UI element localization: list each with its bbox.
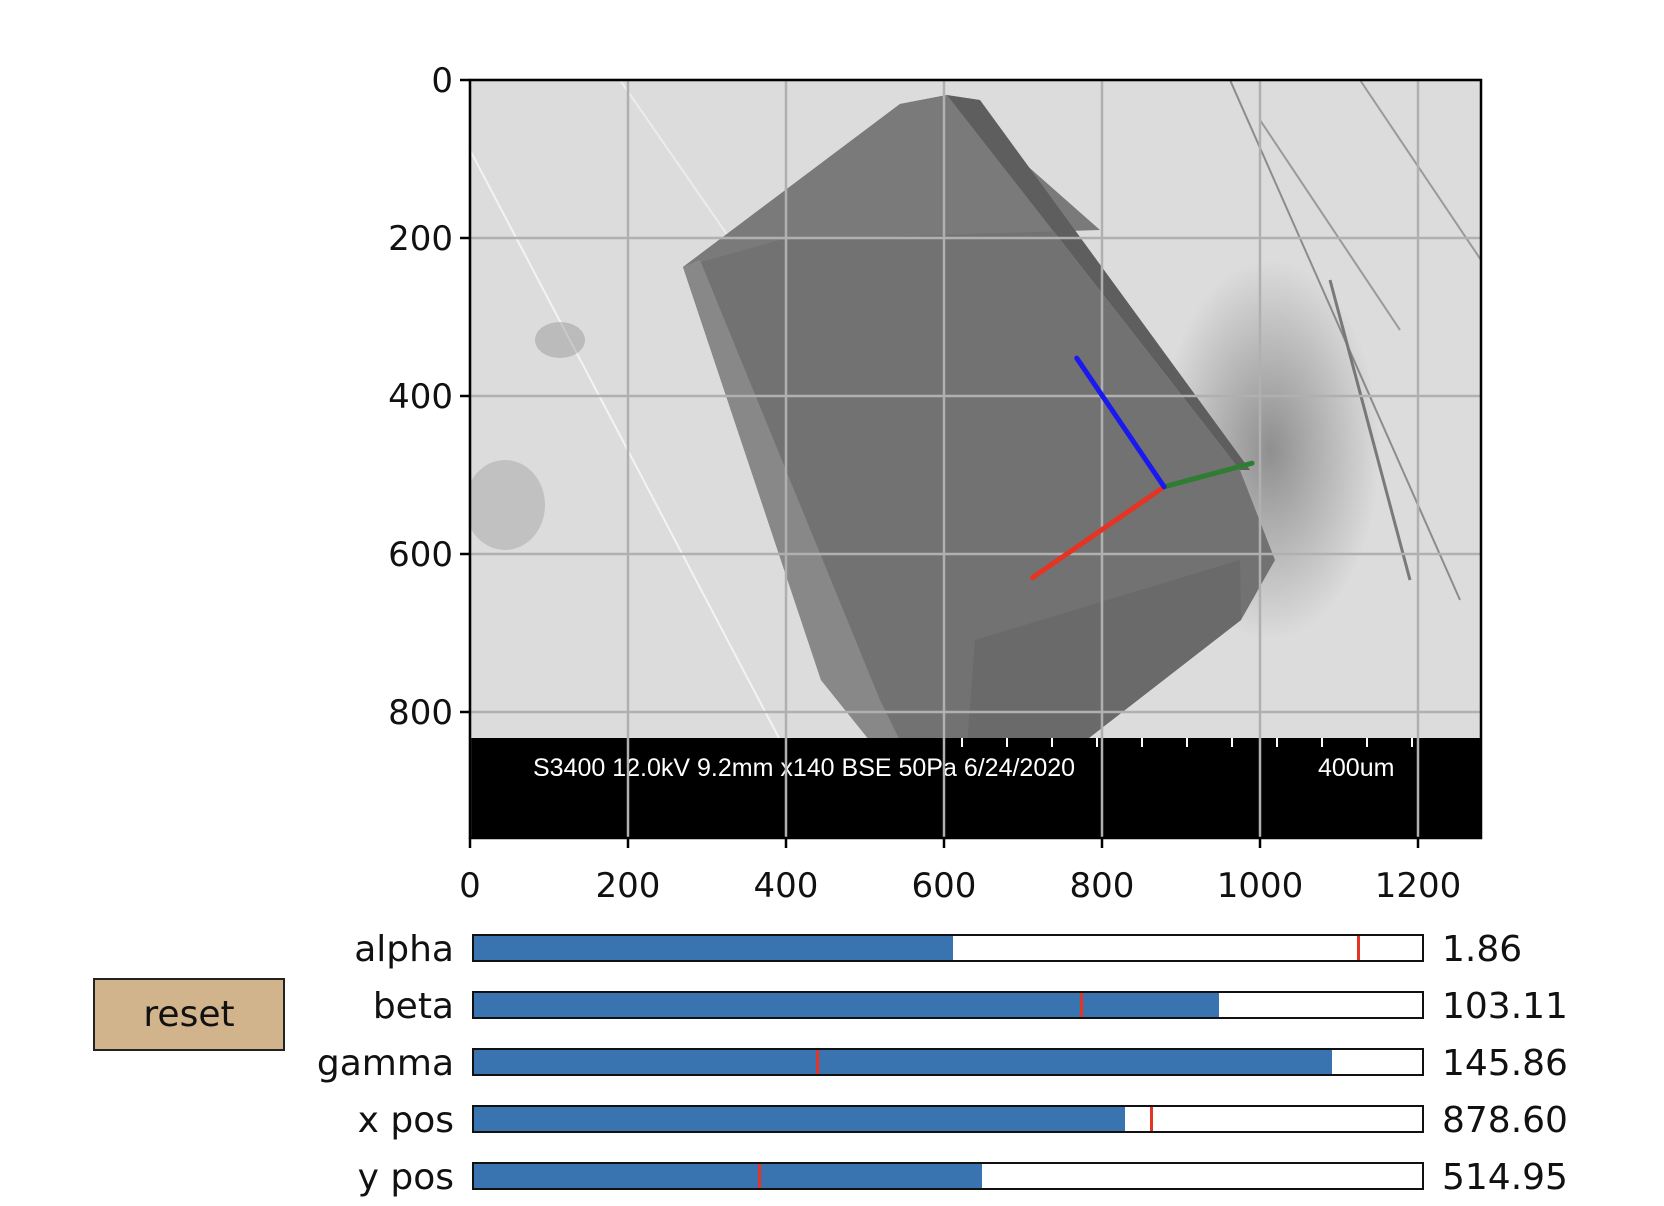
- slider-track[interactable]: [472, 1048, 1424, 1076]
- y-tick-label: 400: [388, 377, 453, 417]
- y-axis: 0 200 400 600 800: [388, 61, 453, 733]
- axes-frame: [468, 78, 1483, 840]
- slider-track[interactable]: [472, 1162, 1424, 1190]
- scale-bar-ticks: [961, 738, 1413, 747]
- scratch-line: [1259, 119, 1401, 331]
- slider-fill: [474, 1107, 1126, 1131]
- slider-initial-marker: [1149, 1107, 1153, 1131]
- image-plot: S3400 12.0kV 9.2mm x140 BSE 50Pa 6/24/20…: [388, 61, 1483, 900]
- x-tick-label: 200: [596, 866, 661, 900]
- slider-label: y pos: [357, 1157, 454, 1198]
- slider-value: 1.86: [1442, 929, 1523, 970]
- slider-value: 878.60: [1442, 1100, 1568, 1141]
- y-tick-label: 600: [388, 535, 453, 575]
- x-tick-label: 800: [1070, 866, 1135, 900]
- slider-label: beta: [372, 986, 454, 1027]
- slider-initial-marker: [1079, 993, 1083, 1017]
- overlay-axis-red: [1029, 484, 1167, 581]
- slider-track[interactable]: [472, 991, 1424, 1019]
- x-tick-label: 1200: [1375, 866, 1462, 900]
- overlay-axis-green: [1161, 460, 1255, 490]
- slider-initial-marker: [1357, 936, 1361, 960]
- x-axis: 0 200 400 600 800 1000 1200: [459, 866, 1461, 900]
- slider-initial-marker: [816, 1050, 820, 1074]
- slider-fill: [474, 993, 1220, 1017]
- debris-patch: [535, 322, 585, 358]
- slider-alpha[interactable]: alpha 1.86: [0, 930, 1664, 970]
- slider-value: 103.11: [1442, 986, 1568, 1027]
- image-info-bar: [470, 738, 1481, 838]
- slider-fill: [474, 936, 953, 960]
- slider-x-pos[interactable]: x pos 878.60: [0, 1101, 1664, 1141]
- x-tick-label: 600: [912, 866, 977, 900]
- grid-lines: [468, 78, 1481, 838]
- x-tick-label: 400: [754, 866, 819, 900]
- micrograph-image: [470, 80, 1481, 838]
- crystal-right-edge: [947, 95, 1250, 470]
- scratch-line: [470, 149, 781, 741]
- slider-fill: [474, 1164, 983, 1188]
- slider-label: gamma: [316, 1043, 454, 1084]
- slider-label: x pos: [357, 1100, 454, 1141]
- axis-tick-marks: [460, 78, 1420, 848]
- slider-track[interactable]: [472, 1105, 1424, 1133]
- slider-y-pos[interactable]: y pos 514.95: [0, 1158, 1664, 1198]
- image-scale-label: 400um: [1318, 754, 1394, 782]
- slider-beta[interactable]: beta 103.11: [0, 987, 1664, 1027]
- y-tick-label: 0: [431, 61, 453, 101]
- slider-gamma[interactable]: gamma 145.86: [0, 1044, 1664, 1084]
- y-tick-label: 800: [388, 693, 453, 733]
- x-tick-label: 1000: [1217, 866, 1304, 900]
- slider-value: 514.95: [1442, 1157, 1568, 1198]
- slider-fill: [474, 1050, 1332, 1074]
- image-caption: S3400 12.0kV 9.2mm x140 BSE 50Pa 6/24/20…: [533, 754, 1075, 782]
- x-tick-label: 0: [459, 866, 481, 900]
- reset-button[interactable]: reset: [93, 978, 285, 1051]
- orientation-axes-overlay: [1029, 355, 1255, 581]
- slider-label: alpha: [354, 929, 454, 970]
- crystal-left-facet: [683, 260, 948, 838]
- slider-track[interactable]: [472, 934, 1424, 962]
- debris-patch: [470, 460, 545, 550]
- slider-initial-marker: [758, 1164, 762, 1188]
- y-tick-label: 200: [388, 219, 453, 259]
- slider-value: 145.86: [1442, 1043, 1568, 1084]
- scratch-line: [1359, 80, 1481, 261]
- overlay-axis-blue: [1074, 355, 1167, 490]
